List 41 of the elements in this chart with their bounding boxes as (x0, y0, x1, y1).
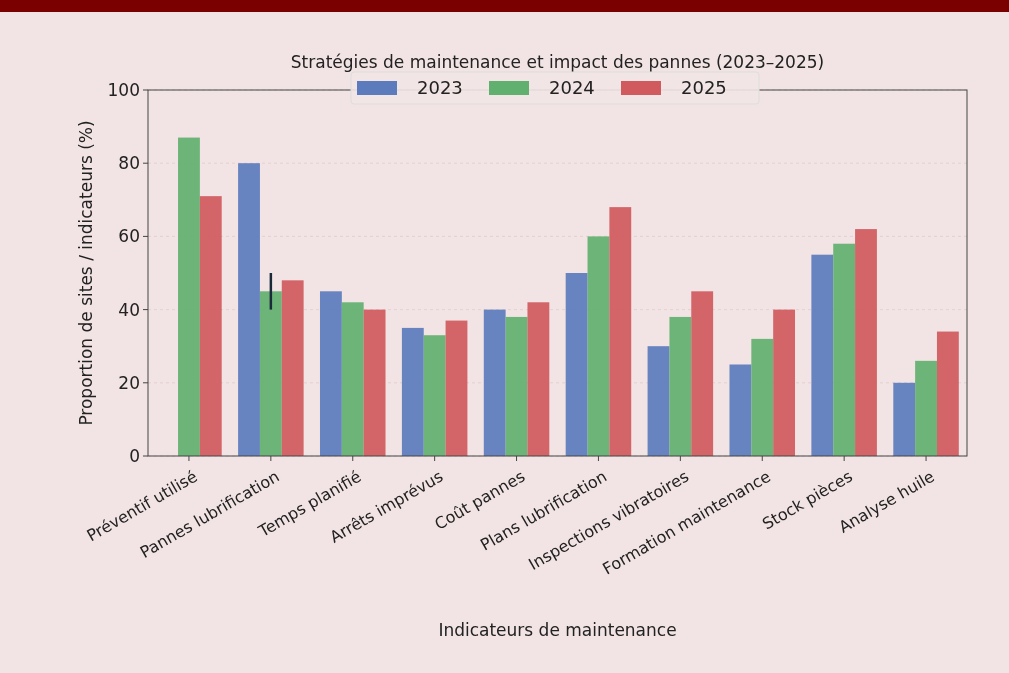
bar (363, 309, 386, 456)
bar (811, 254, 834, 456)
x-axis-title: Indicateurs de maintenance (438, 620, 677, 640)
bar (669, 316, 692, 456)
bar (565, 273, 588, 456)
bar (915, 360, 937, 456)
bar (281, 280, 304, 456)
y-tick-label: 80 (118, 153, 140, 174)
y-tick-label: 100 (107, 79, 140, 100)
bar (483, 309, 506, 456)
legend-label: 2024 (549, 77, 595, 99)
bar (445, 320, 468, 456)
bar (238, 163, 260, 456)
bar (341, 302, 364, 456)
bar (401, 327, 424, 456)
bar (199, 196, 222, 456)
bar (773, 309, 796, 456)
bar (893, 382, 916, 456)
bar (319, 291, 342, 456)
bar (691, 291, 714, 456)
legend-label: 2023 (417, 77, 463, 99)
bar (647, 346, 670, 456)
bar (833, 243, 856, 456)
bar (178, 137, 200, 456)
y-tick-label: 60 (118, 226, 140, 247)
bar (936, 331, 959, 456)
y-tick-label: 40 (118, 299, 140, 320)
chart-title: Stratégies de maintenance et impact des pannes (2023–2025) (290, 52, 825, 72)
bar (751, 338, 774, 456)
bar (609, 207, 632, 456)
bar (729, 364, 752, 456)
bar (855, 229, 877, 456)
bar (527, 302, 550, 456)
y-tick-label: 0 (129, 445, 140, 466)
bar (423, 335, 446, 456)
bar (505, 316, 528, 456)
bar (587, 236, 610, 456)
y-tick-label: 20 (118, 372, 140, 393)
bar (259, 291, 282, 456)
y-axis-title: Proportion de sites / indicateurs (%) (76, 120, 96, 426)
legend-label: 2025 (681, 77, 727, 99)
